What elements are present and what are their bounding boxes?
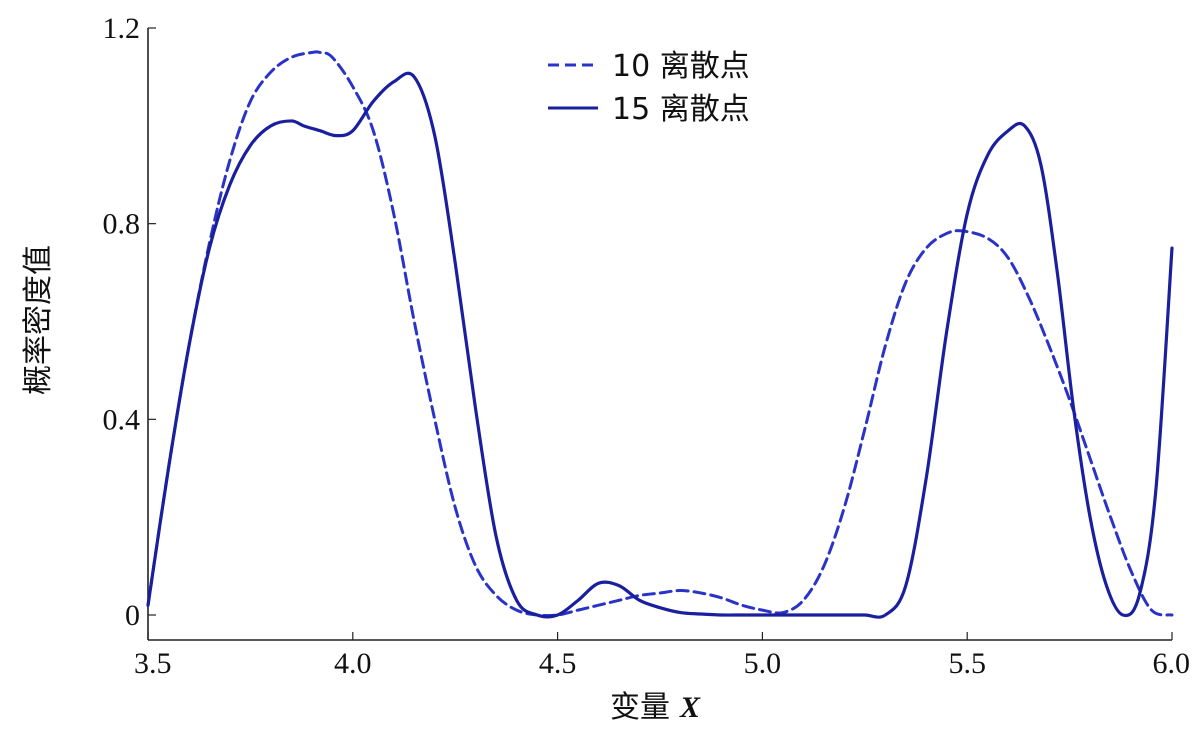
y-tick-label: 0.4 (103, 403, 141, 436)
legend-label-15-points: 15 离散点 (612, 92, 750, 127)
y-axis-ticks: 0 0.4 0.8 1.2 (103, 12, 156, 632)
legend: 10 离散点 15 离散点 (548, 49, 750, 127)
series-line-10-points (146, 50, 1174, 618)
y-tick-label: 0.8 (103, 208, 141, 241)
x-axis-title-variable: X (679, 691, 701, 724)
x-axis-title-text: 变量 (610, 690, 670, 725)
series-line-15-points (146, 71, 1174, 619)
x-axis-title: 变量 X (610, 690, 701, 725)
x-tick-label: 5.0 (744, 647, 782, 680)
x-tick-label: 4.0 (334, 647, 372, 680)
x-axis-ticks: 3.5 4.0 4.5 5.0 5.5 6.0 (134, 632, 1190, 680)
x-tick-label: 5.5 (948, 647, 986, 680)
y-axis-title: 概率密度值 (21, 245, 56, 395)
y-tick-label: 0 (125, 599, 140, 632)
x-tick-label: 6.0 (1153, 647, 1191, 680)
y-tick-label: 1.2 (103, 12, 141, 45)
x-tick-label: 3.5 (134, 647, 172, 680)
legend-label-10-points: 10 离散点 (612, 49, 750, 84)
series-group (146, 50, 1174, 619)
x-tick-label: 4.5 (539, 647, 577, 680)
